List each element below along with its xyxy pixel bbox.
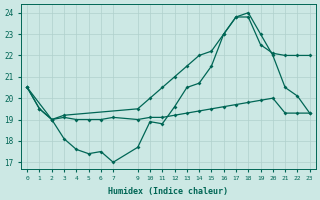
- X-axis label: Humidex (Indice chaleur): Humidex (Indice chaleur): [108, 187, 228, 196]
